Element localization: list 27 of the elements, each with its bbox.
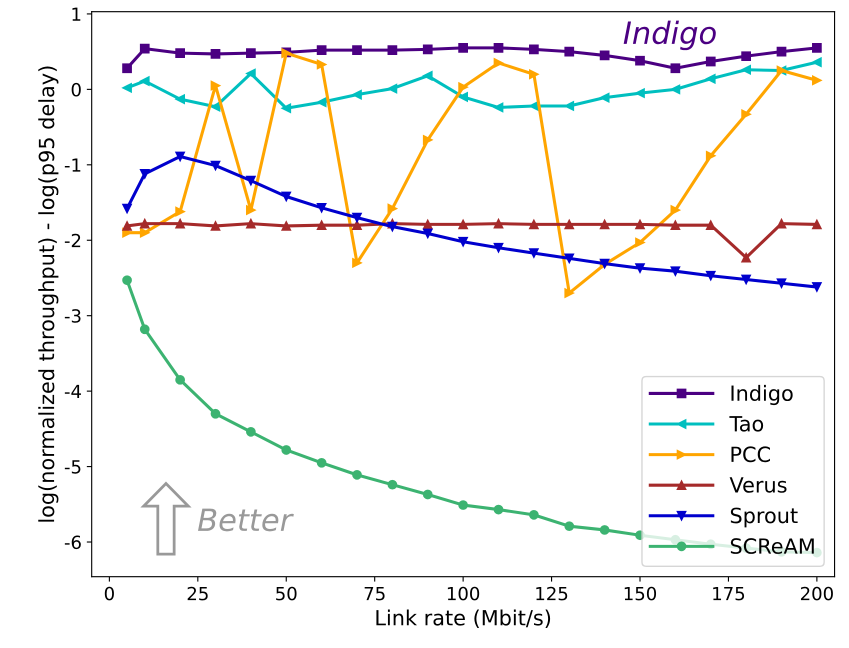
y-tick-label: -6 [64, 535, 81, 550]
annotation: Better [198, 508, 294, 532]
y-tick-label: -5 [64, 460, 80, 474]
legend-label: Indigo [732, 384, 793, 406]
x-tick-label: 200 [800, 586, 833, 600]
legend-label: Verus [730, 477, 787, 493]
x-axis-title: Link rate (Mbit/s) [376, 609, 550, 628]
y-tick-label: -3 [64, 309, 81, 323]
x-tick-label: 25 [188, 586, 208, 600]
y-tick-label: -2 [64, 234, 80, 248]
legend-label: SCReAM [730, 538, 814, 554]
legend-label: Sprout [730, 508, 798, 528]
annotation: Indigo [624, 20, 716, 50]
y-tick-label: -1 [64, 158, 80, 172]
y-tick-label: -4 [64, 384, 81, 398]
x-tick-label: 75 [364, 587, 385, 600]
x-tick-label: 150 [624, 586, 656, 600]
x-tick-label: 0 [104, 586, 114, 600]
y-tick-label: 1 [72, 8, 80, 21]
y-axis-title: log(normalized throughput) - log(p95 delay) [38, 66, 58, 522]
y-tick-label: 0 [72, 82, 81, 96]
legend-label: Tao [729, 416, 764, 432]
x-tick-label: 50 [276, 586, 297, 600]
x-tick-label: 175 [713, 587, 744, 600]
legend-label: PCC [732, 446, 770, 462]
x-tick-label: 125 [536, 586, 568, 600]
x-tick-label: 100 [448, 586, 480, 600]
